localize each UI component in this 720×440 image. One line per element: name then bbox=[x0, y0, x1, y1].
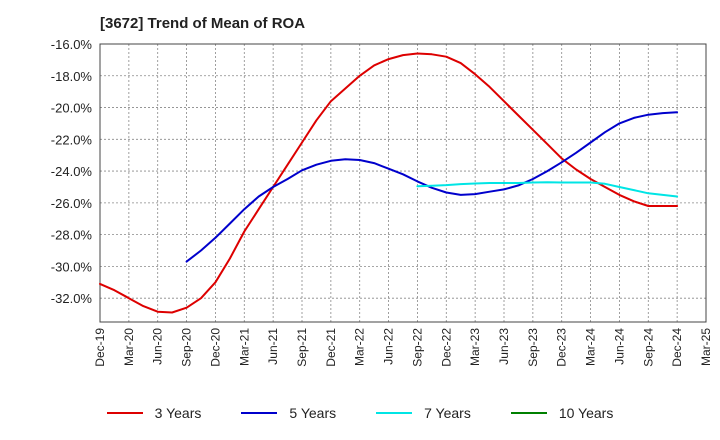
x-tick-label: Mar-23 bbox=[468, 328, 482, 366]
x-tick-label: Jun-23 bbox=[497, 328, 511, 365]
legend-swatch-10-years bbox=[510, 412, 547, 414]
x-tick-label: Sep-22 bbox=[410, 328, 424, 367]
legend-item-5-years: 5 Years bbox=[241, 405, 336, 421]
x-tick-label: Sep-20 bbox=[180, 328, 194, 367]
x-axis-tick-labels: Dec-19 Mar-20 Jun-20 Sep-20 Dec-20 Mar-21 Jun-… bbox=[93, 328, 713, 367]
x-tick-label: Dec-20 bbox=[208, 328, 222, 367]
x-tick-label: Mar-21 bbox=[237, 328, 251, 366]
x-tick-label: Mar-20 bbox=[122, 328, 136, 366]
y-tick-label: -32.0% bbox=[51, 291, 93, 306]
x-tick-label: Dec-22 bbox=[439, 328, 453, 367]
x-tick-label: Sep-23 bbox=[526, 328, 540, 367]
legend-item-7-years: 7 Years bbox=[376, 405, 471, 421]
legend-swatch-7-years bbox=[376, 412, 413, 414]
legend-label-3-years: 3 Years bbox=[154, 405, 202, 421]
y-tick-label: -20.0% bbox=[51, 101, 93, 116]
x-tick-label: Mar-24 bbox=[584, 328, 598, 366]
y-tick-label: -26.0% bbox=[51, 196, 93, 211]
x-tick-label: Jun-20 bbox=[151, 328, 165, 365]
x-tick-label: Mar-25 bbox=[699, 328, 713, 366]
series-line-3-years bbox=[99, 52, 679, 314]
legend: 3 Years 5 Years 7 Years 10 Years bbox=[0, 405, 720, 421]
x-tick-label: Sep-21 bbox=[295, 328, 309, 367]
x-tick-label: Jun-24 bbox=[612, 328, 626, 365]
plot-area bbox=[99, 43, 707, 323]
y-tick-label: -18.0% bbox=[51, 69, 93, 84]
legend-label-10-years: 10 Years bbox=[558, 405, 614, 421]
x-tick-label: Mar-22 bbox=[353, 328, 367, 366]
x-tick-label: Jun-22 bbox=[382, 328, 396, 365]
legend-swatch-5-years bbox=[241, 412, 278, 414]
y-axis-tick-labels: -16.0% -18.0% -20.0% -22.0% -24.0% -26.0% -28.… bbox=[51, 37, 93, 306]
grid-lines bbox=[99, 43, 707, 322]
series-line-7-years bbox=[416, 181, 679, 198]
plot-border bbox=[99, 43, 707, 323]
legend-label-5-years: 5 Years bbox=[289, 405, 337, 421]
x-tick-label: Jun-21 bbox=[266, 328, 280, 365]
x-tick-label: Dec-24 bbox=[670, 328, 684, 367]
series-lines bbox=[99, 52, 679, 314]
x-tick-label: Dec-23 bbox=[555, 328, 569, 367]
y-tick-label: -24.0% bbox=[51, 164, 93, 179]
y-tick-label: -16.0% bbox=[51, 37, 93, 52]
legend-item-3-years: 3 Years bbox=[106, 405, 202, 421]
legend-item-10-years: 10 Years bbox=[510, 405, 614, 421]
chart-title: [3672] Trend of Mean of ROA bbox=[100, 15, 306, 32]
y-tick-label: -30.0% bbox=[51, 259, 93, 274]
legend-label-7-years: 7 Years bbox=[424, 405, 471, 421]
y-tick-label: -28.0% bbox=[51, 228, 93, 243]
x-tick-label: Dec-19 bbox=[93, 328, 107, 367]
x-tick-label: Dec-21 bbox=[324, 328, 338, 367]
series-line-5-years bbox=[185, 111, 679, 263]
x-tick-label: Sep-24 bbox=[641, 328, 655, 367]
y-tick-label: -22.0% bbox=[51, 132, 93, 147]
legend-swatch-3-years bbox=[106, 412, 143, 414]
